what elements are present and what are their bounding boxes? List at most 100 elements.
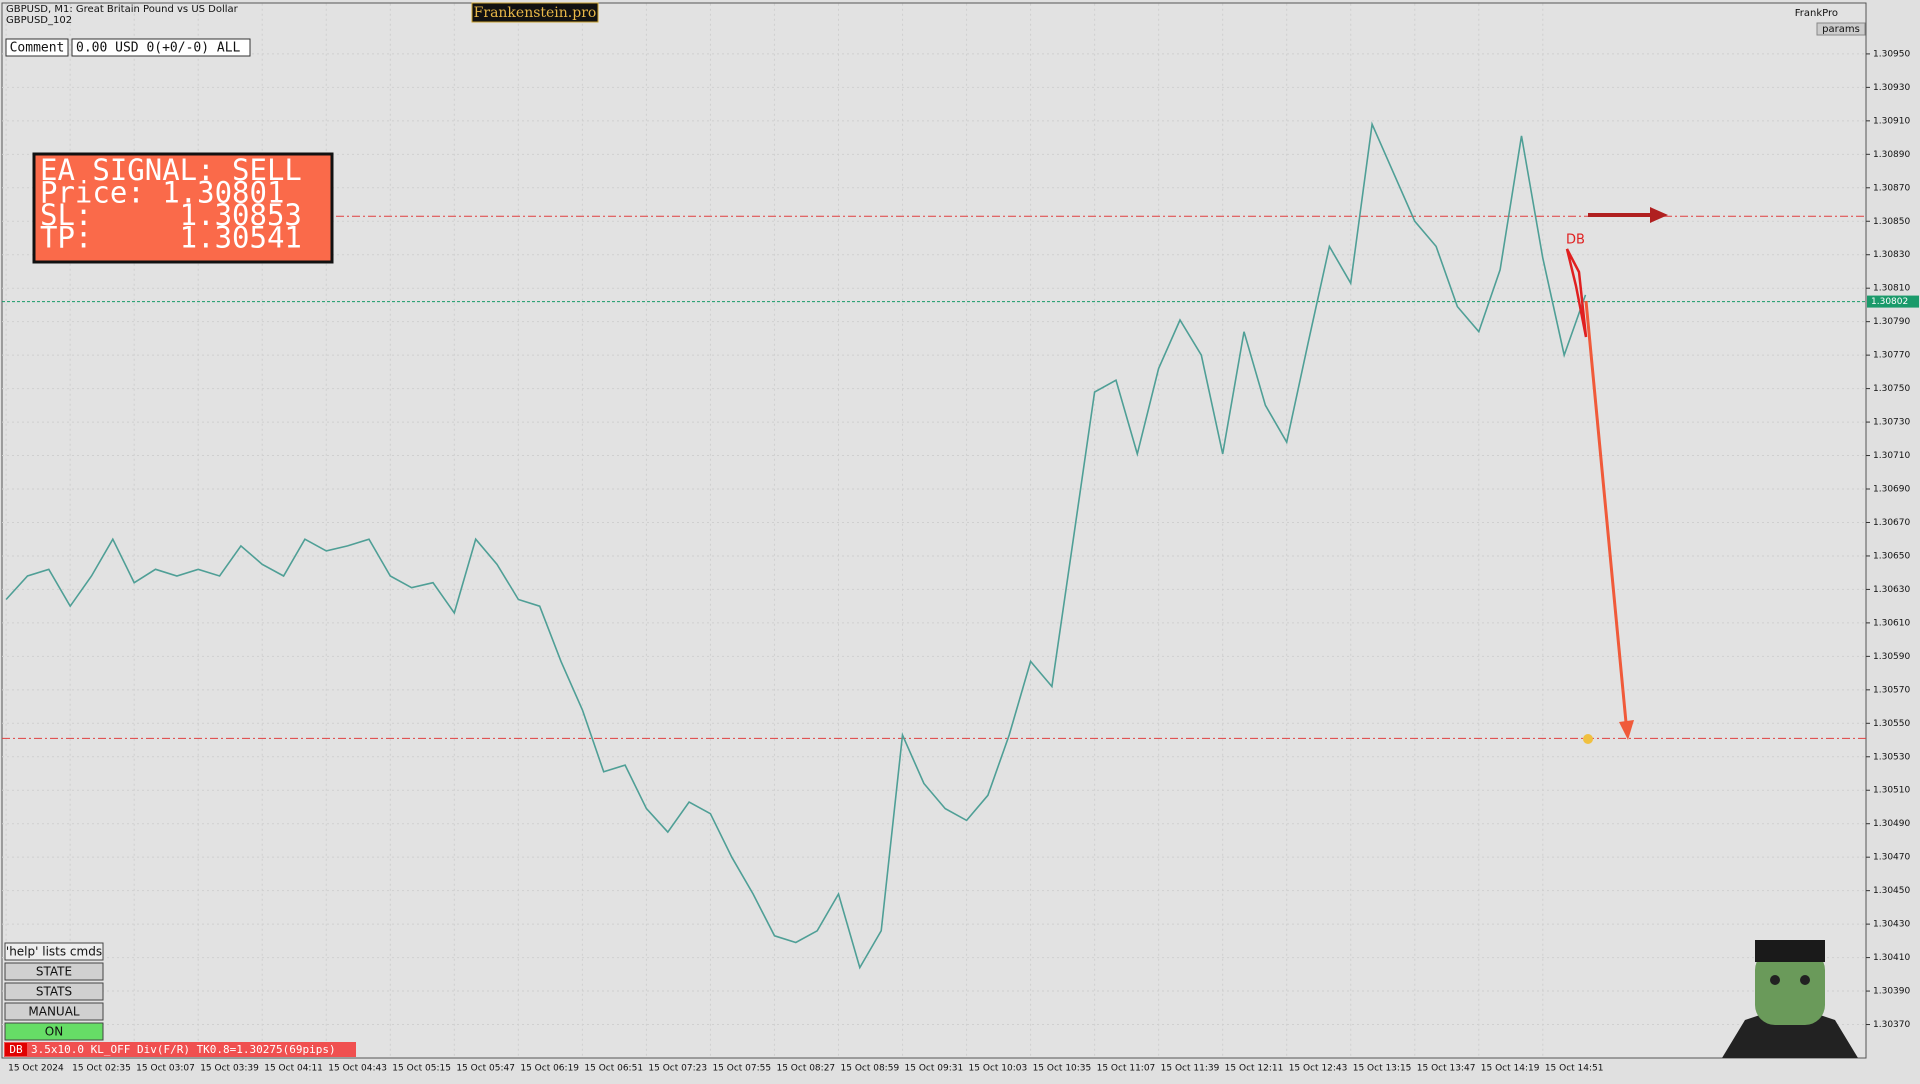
x-tick-label: 15 Oct 11:39 bbox=[1161, 1064, 1220, 1074]
panel-button-label[interactable]: STATS bbox=[36, 985, 72, 999]
x-tick-label: 15 Oct 05:47 bbox=[456, 1064, 515, 1074]
mascot-eye bbox=[1800, 975, 1810, 985]
x-tick-label: 15 Oct 09:31 bbox=[905, 1064, 964, 1074]
panel-button[interactable] bbox=[4, 1002, 104, 1021]
bid-label-box bbox=[1867, 295, 1919, 308]
user: FrankPro bbox=[1795, 8, 1838, 19]
y-tick-label: 1.30390 bbox=[1873, 987, 1910, 997]
tp-arrow bbox=[1584, 300, 1629, 734]
y-tick-label: 1.30430 bbox=[1873, 920, 1910, 930]
y-tick-label: 1.30570 bbox=[1873, 685, 1910, 695]
y-tick-label: 1.30890 bbox=[1873, 150, 1910, 160]
db-label: DB bbox=[1566, 233, 1585, 248]
y-tick-label: 1.30910 bbox=[1873, 116, 1910, 126]
x-tick-label: 15 Oct 07:55 bbox=[712, 1064, 771, 1074]
y-tick-label: 1.30550 bbox=[1873, 719, 1910, 729]
tp-arrow-head bbox=[1619, 720, 1634, 740]
status-tag-box bbox=[5, 1043, 27, 1056]
x-tick-label: 15 Oct 12:43 bbox=[1289, 1064, 1348, 1074]
y-tick-label: 1.30450 bbox=[1873, 886, 1910, 896]
status-bar bbox=[4, 1042, 356, 1057]
x-tick-label: 15 Oct 05:15 bbox=[392, 1064, 451, 1074]
y-tick-label: 1.30630 bbox=[1873, 585, 1910, 595]
x-tick-label: 15 Oct 13:15 bbox=[1353, 1064, 1412, 1074]
panel-button[interactable] bbox=[4, 982, 104, 1001]
x-tick-label: 15 Oct 03:39 bbox=[200, 1064, 259, 1074]
panel-button-label[interactable]: MANUAL bbox=[28, 1005, 80, 1019]
bid-label: 1.30802 bbox=[1871, 297, 1908, 307]
x-tick-label: 15 Oct 04:43 bbox=[328, 1064, 387, 1074]
x-tick-label: 15 Oct 2024 bbox=[8, 1064, 64, 1074]
tp-dot bbox=[1583, 734, 1593, 744]
y-tick-label: 1.30790 bbox=[1873, 317, 1910, 327]
signal-line: EA SIGNAL: SELL bbox=[40, 153, 302, 187]
x-tick-label: 15 Oct 02:35 bbox=[72, 1064, 131, 1074]
y-tick-label: 1.30850 bbox=[1873, 217, 1910, 227]
comment-value-box bbox=[71, 38, 251, 57]
mascot-hair bbox=[1755, 940, 1825, 962]
y-tick-label: 1.30410 bbox=[1873, 953, 1910, 963]
status-tag: DB bbox=[9, 1043, 23, 1056]
status-text: 3.5x10.0 KL_OFF Div(F/R) TK0.8=1.30275(6… bbox=[31, 1043, 336, 1056]
mascot-head bbox=[1755, 950, 1825, 1025]
x-tick-label: 15 Oct 08:27 bbox=[776, 1064, 835, 1074]
x-tick-label: 15 Oct 14:19 bbox=[1481, 1064, 1540, 1074]
help-box bbox=[4, 942, 104, 961]
y-tick-label: 1.30710 bbox=[1873, 451, 1910, 461]
brand: Frankenstein.pro bbox=[474, 5, 597, 21]
y-tick-label: 1.30810 bbox=[1873, 284, 1910, 294]
panel-button[interactable] bbox=[4, 962, 104, 981]
x-tick-label: 15 Oct 03:07 bbox=[136, 1064, 195, 1074]
x-tick-label: 15 Oct 06:19 bbox=[520, 1064, 579, 1074]
y-tick-label: 1.30730 bbox=[1873, 418, 1910, 428]
y-tick-label: 1.30830 bbox=[1873, 250, 1910, 260]
y-tick-label: 1.30510 bbox=[1873, 786, 1910, 796]
y-tick-label: 1.30690 bbox=[1873, 485, 1910, 495]
y-tick-label: 1.30770 bbox=[1873, 351, 1910, 361]
panel-button[interactable] bbox=[4, 1022, 104, 1041]
x-tick-label: 15 Oct 06:51 bbox=[584, 1064, 643, 1074]
comment-value: 0.00 USD 0(+0/-0) ALL bbox=[76, 41, 241, 56]
y-tick-label: 1.30370 bbox=[1873, 1020, 1910, 1030]
signal-line: SL: 1.30853 bbox=[40, 198, 302, 232]
y-tick-label: 1.30930 bbox=[1873, 83, 1910, 93]
mascot bbox=[1722, 940, 1858, 1058]
signal-line: TP: 1.30541 bbox=[40, 221, 302, 255]
params-button[interactable] bbox=[1816, 22, 1866, 36]
comment-label: Comment bbox=[10, 41, 65, 56]
y-tick-label: 1.30950 bbox=[1873, 49, 1910, 59]
signal-line: Price: 1.30801 bbox=[40, 176, 284, 210]
x-tick-label: 15 Oct 12:11 bbox=[1225, 1064, 1284, 1074]
y-tick-label: 1.30870 bbox=[1873, 183, 1910, 193]
x-tick-label: 15 Oct 10:35 bbox=[1033, 1064, 1092, 1074]
symbol: GBPUSD, M1: Great Britain Pound vs US Do… bbox=[6, 4, 239, 15]
x-tick-label: 15 Oct 10:03 bbox=[969, 1064, 1028, 1074]
panel-button-label[interactable]: STATE bbox=[36, 965, 72, 979]
params[interactable]: params bbox=[1822, 24, 1860, 35]
x-tick-label: 15 Oct 13:47 bbox=[1417, 1064, 1476, 1074]
x-tick-label: 15 Oct 07:23 bbox=[648, 1064, 707, 1074]
x-tick-label: 15 Oct 08:59 bbox=[841, 1064, 900, 1074]
help: 'help' lists cmds bbox=[6, 945, 102, 959]
x-tick-label: 15 Oct 11:07 bbox=[1097, 1064, 1156, 1074]
mascot-body bbox=[1722, 1005, 1858, 1058]
symbol-sub: GBPUSD_102 bbox=[6, 15, 72, 26]
y-tick-label: 1.30530 bbox=[1873, 752, 1910, 762]
mascot-eye bbox=[1770, 975, 1780, 985]
x-tick-label: 15 Oct 14:51 bbox=[1545, 1064, 1604, 1074]
y-tick-label: 1.30490 bbox=[1873, 819, 1910, 829]
y-tick-label: 1.30610 bbox=[1873, 618, 1910, 628]
y-tick-label: 1.30750 bbox=[1873, 384, 1910, 394]
price-line bbox=[5, 121, 1587, 970]
y-tick-label: 1.30650 bbox=[1873, 551, 1910, 561]
y-tick-label: 1.30470 bbox=[1873, 853, 1910, 863]
db-pattern bbox=[1565, 248, 1588, 338]
comment-label-box bbox=[5, 38, 69, 57]
y-tick-label: 1.30670 bbox=[1873, 518, 1910, 528]
x-tick-label: 15 Oct 04:11 bbox=[264, 1064, 323, 1074]
sl-arrow-head bbox=[1650, 207, 1668, 223]
panel-button-label[interactable]: ON bbox=[45, 1025, 63, 1039]
brand-box bbox=[471, 2, 599, 23]
